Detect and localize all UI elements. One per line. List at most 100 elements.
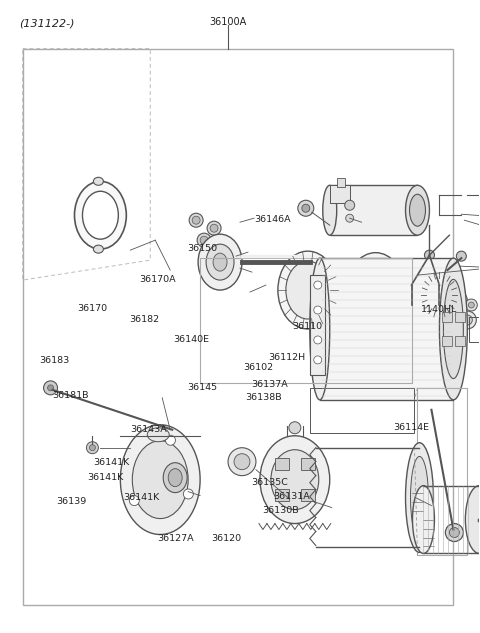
Circle shape	[458, 311, 476, 329]
Text: 36140E: 36140E	[173, 335, 209, 344]
Circle shape	[183, 489, 193, 499]
Ellipse shape	[260, 436, 330, 523]
Circle shape	[314, 281, 322, 289]
Text: 36170A: 36170A	[140, 275, 176, 284]
Text: 36138B: 36138B	[245, 393, 281, 402]
Ellipse shape	[406, 185, 430, 235]
Bar	[330, 185, 350, 203]
Ellipse shape	[444, 279, 463, 379]
Circle shape	[228, 448, 256, 475]
Bar	[275, 458, 289, 470]
Bar	[310, 275, 325, 375]
Text: 36100A: 36100A	[209, 16, 247, 27]
Ellipse shape	[345, 200, 355, 210]
Text: 36145: 36145	[187, 383, 217, 392]
Ellipse shape	[286, 261, 330, 319]
Text: 36146A: 36146A	[254, 215, 291, 225]
Ellipse shape	[465, 486, 480, 553]
Circle shape	[86, 442, 98, 454]
Ellipse shape	[213, 253, 227, 271]
Circle shape	[48, 385, 54, 391]
Circle shape	[89, 445, 96, 451]
Circle shape	[234, 454, 250, 470]
Circle shape	[129, 496, 139, 506]
Ellipse shape	[74, 181, 126, 249]
Text: 36143A: 36143A	[130, 425, 167, 434]
Ellipse shape	[278, 251, 338, 329]
Bar	[300, 489, 314, 501]
Text: 1140HL: 1140HL	[420, 305, 456, 314]
Circle shape	[207, 221, 221, 235]
Ellipse shape	[409, 194, 425, 226]
Text: 36139: 36139	[56, 496, 86, 506]
Text: 36114E: 36114E	[393, 423, 429, 432]
Ellipse shape	[94, 245, 103, 253]
Ellipse shape	[206, 244, 234, 280]
Bar	[418, 388, 468, 556]
Circle shape	[456, 251, 467, 261]
Bar	[469, 317, 480, 342]
Ellipse shape	[120, 425, 200, 534]
Circle shape	[192, 216, 200, 224]
Bar	[330, 185, 418, 235]
Text: 36112H: 36112H	[269, 353, 306, 362]
Ellipse shape	[346, 214, 354, 222]
Circle shape	[44, 381, 58, 395]
Ellipse shape	[132, 441, 188, 518]
Text: 36135C: 36135C	[251, 478, 288, 487]
Bar	[455, 312, 465, 322]
Text: 36181B: 36181B	[52, 391, 89, 400]
Ellipse shape	[412, 486, 434, 553]
Circle shape	[289, 422, 301, 434]
Circle shape	[448, 328, 462, 342]
Circle shape	[465, 299, 477, 311]
Bar	[23, 49, 454, 605]
Bar	[320, 258, 454, 400]
Text: 36127A: 36127A	[157, 534, 193, 543]
Circle shape	[462, 315, 472, 325]
Circle shape	[166, 436, 176, 445]
Text: 36120: 36120	[211, 534, 241, 543]
Circle shape	[456, 296, 463, 304]
Text: 36137A: 36137A	[252, 380, 288, 389]
Text: 36183: 36183	[39, 356, 69, 365]
Ellipse shape	[147, 428, 169, 442]
Text: 36141K: 36141K	[123, 493, 159, 503]
Circle shape	[189, 213, 203, 227]
Text: 36150: 36150	[187, 244, 217, 253]
Bar	[275, 489, 289, 501]
Circle shape	[314, 336, 322, 344]
Circle shape	[314, 306, 322, 314]
Ellipse shape	[168, 468, 182, 487]
Circle shape	[298, 200, 314, 216]
Circle shape	[451, 292, 468, 308]
Text: 36141K: 36141K	[93, 458, 129, 467]
Ellipse shape	[439, 258, 468, 400]
Circle shape	[302, 204, 310, 212]
Circle shape	[197, 233, 211, 247]
Ellipse shape	[356, 264, 396, 316]
Text: 36102: 36102	[243, 363, 274, 372]
Ellipse shape	[83, 191, 119, 239]
Circle shape	[445, 523, 463, 541]
Text: 36182: 36182	[129, 315, 159, 324]
Circle shape	[468, 302, 474, 308]
Bar	[442, 312, 452, 322]
Circle shape	[449, 527, 459, 537]
Bar	[310, 388, 415, 433]
Ellipse shape	[94, 177, 103, 185]
Text: 36170: 36170	[77, 304, 108, 313]
Circle shape	[314, 356, 322, 364]
Bar	[336, 179, 345, 187]
Bar	[300, 458, 314, 470]
Ellipse shape	[421, 272, 457, 318]
Text: 36131A: 36131A	[274, 492, 310, 501]
Ellipse shape	[310, 258, 330, 400]
Text: 36130B: 36130B	[262, 506, 299, 515]
Bar	[442, 336, 452, 346]
Text: (131122-): (131122-)	[19, 18, 74, 28]
Circle shape	[200, 236, 208, 244]
Ellipse shape	[347, 253, 405, 327]
Ellipse shape	[271, 449, 319, 510]
Ellipse shape	[365, 276, 386, 304]
